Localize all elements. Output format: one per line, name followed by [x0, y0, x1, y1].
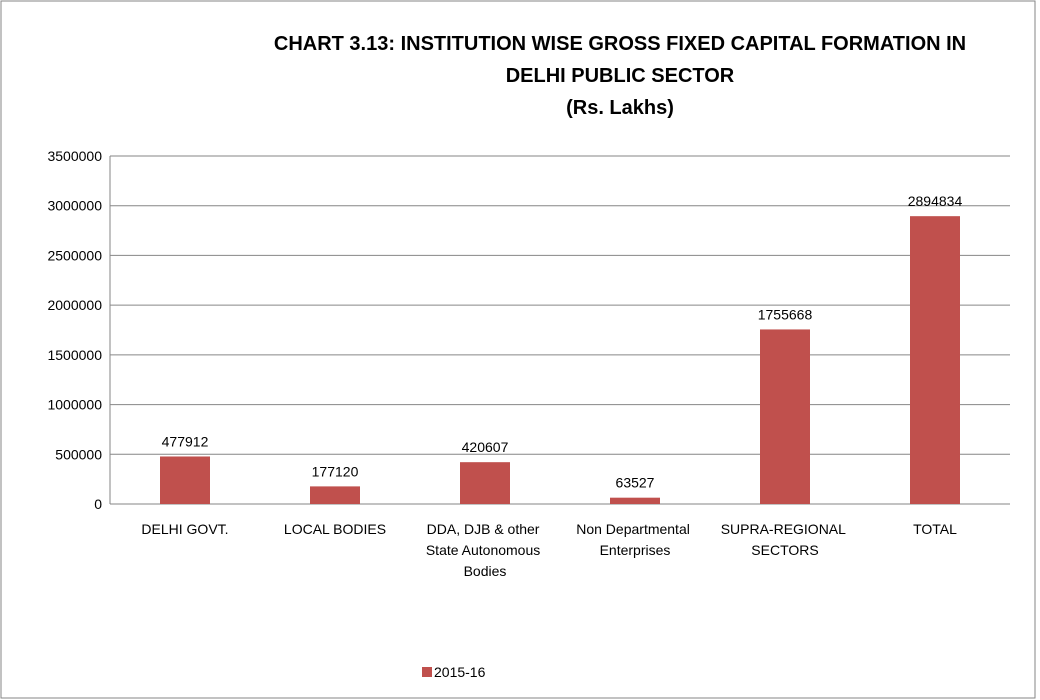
- bar: [910, 216, 960, 505]
- x-tick-label: Non Departmental Enterprises: [576, 521, 694, 558]
- data-label: 63527: [616, 475, 655, 491]
- x-tick-label: LOCAL BODIES: [284, 521, 386, 537]
- y-tick-label: 3500000: [47, 148, 102, 164]
- y-tick-label: 500000: [55, 446, 102, 462]
- chart-title: DELHI PUBLIC SECTOR: [506, 65, 735, 87]
- legend-swatch: [422, 667, 432, 677]
- data-label: 2894834: [908, 193, 963, 209]
- chart-subtitle: (Rs. Lakhs): [566, 97, 674, 119]
- x-tick-label: DELHI GOVT.: [141, 521, 228, 537]
- y-tick-label: 1500000: [47, 347, 102, 363]
- data-label: 420607: [462, 439, 509, 455]
- x-tick-label: TOTAL: [913, 521, 957, 537]
- x-tick-label: DDA, DJB & other State Autonomous Bodies: [426, 521, 544, 579]
- data-label: 477912: [162, 433, 209, 449]
- bar: [460, 462, 510, 504]
- y-tick-label: 3000000: [47, 198, 102, 214]
- x-tick-label: SUPRA-REGIONAL SECTORS: [721, 521, 850, 558]
- bar: [610, 497, 660, 504]
- y-tick-label: 1000000: [47, 397, 102, 413]
- y-tick-label: 2000000: [47, 297, 102, 313]
- bar: [310, 486, 360, 504]
- chart-title: CHART 3.13: INSTITUTION WISE GROSS FIXED…: [274, 33, 966, 55]
- legend-label: 2015-16: [434, 664, 486, 680]
- data-label: 177120: [312, 463, 359, 479]
- bar: [160, 456, 210, 504]
- bar: [760, 329, 810, 504]
- y-tick-label: 0: [94, 496, 102, 512]
- data-label: 1755668: [758, 306, 813, 322]
- y-tick-label: 2500000: [47, 247, 102, 263]
